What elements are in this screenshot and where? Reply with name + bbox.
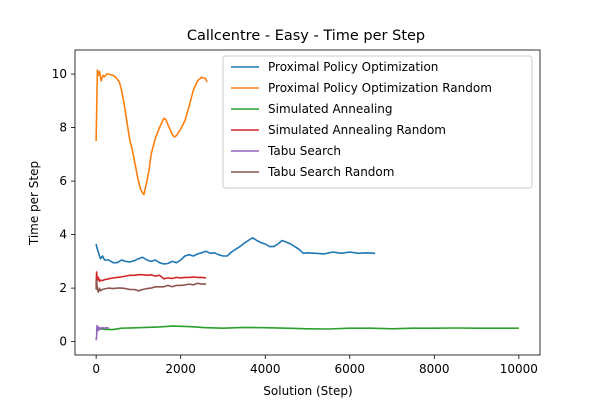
x-tick-label: 2000	[165, 362, 196, 376]
axes-frame	[74, 49, 541, 356]
x-tick-label: 0	[92, 362, 100, 376]
series-line-4	[95, 324, 109, 341]
y-tick-label: 10	[52, 67, 67, 81]
legend-label-0: Proximal Policy Optimization	[268, 60, 438, 74]
legend-box	[222, 55, 533, 189]
legend-label-4: Tabu Search	[267, 144, 341, 158]
legend-label-5: Tabu Search Random	[267, 165, 394, 179]
axes: 0 2000 4000 6000 8000 10000 0 2 4 6 8 10	[52, 49, 541, 376]
series-line-2	[95, 325, 519, 331]
chart-title: Callcentre - Easy - Time per Step	[187, 28, 425, 44]
y-tick-label: 4	[59, 228, 67, 242]
x-axis-title: Solution (Step)	[263, 384, 352, 398]
series-line-1	[95, 69, 208, 196]
plot-area	[95, 69, 519, 341]
legend-label-2: Simulated Annealing	[268, 102, 393, 116]
y-tick-label: 0	[59, 335, 67, 349]
legend-label-3: Simulated Annealing Random	[268, 123, 446, 137]
series-line-5	[95, 279, 206, 293]
x-tick-label: 6000	[334, 362, 365, 376]
y-tick-label: 6	[59, 174, 67, 188]
y-tick-label: 8	[59, 121, 67, 135]
x-tick-label: 8000	[419, 362, 450, 376]
series-line-0	[95, 237, 376, 265]
legend-label-1: Proximal Policy Optimization Random	[268, 81, 492, 95]
y-axis-title: Time per Step	[27, 161, 41, 246]
x-tick-label: 4000	[250, 362, 281, 376]
series-line-3	[95, 271, 207, 286]
y-tick-label: 2	[59, 281, 67, 295]
x-tick-label: 10000	[500, 362, 538, 376]
legend: Proximal Policy Optimization Proximal Pol…	[222, 55, 533, 189]
